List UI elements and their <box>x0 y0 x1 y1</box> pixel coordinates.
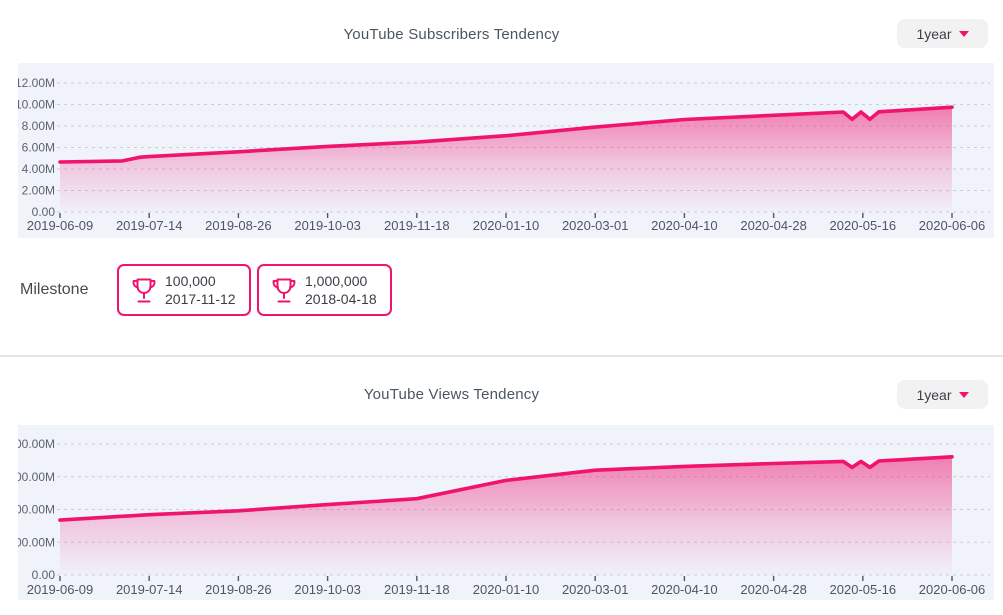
svg-text:0.00: 0.00 <box>32 568 56 582</box>
trophy-icon <box>132 278 156 302</box>
svg-text:200.00M: 200.00M <box>18 535 55 549</box>
section-divider <box>0 355 1003 357</box>
svg-text:2019-06-09: 2019-06-09 <box>27 218 94 233</box>
svg-text:2020-06-06: 2020-06-06 <box>919 582 986 597</box>
milestone-label: Milestone <box>20 281 89 298</box>
svg-text:2019-08-26: 2019-08-26 <box>205 218 272 233</box>
milestone-badge[interactable]: 1,000,000 2018-04-18 <box>257 264 392 316</box>
chevron-down-icon <box>958 31 969 37</box>
svg-text:2020-05-16: 2020-05-16 <box>830 218 897 233</box>
subscribers-range-dropdown[interactable]: 1year <box>897 19 988 48</box>
milestone-value: 100,000 <box>165 273 216 289</box>
svg-text:2019-11-18: 2019-11-18 <box>384 582 450 597</box>
views-chart-title: YouTube Views Tendency <box>363 386 540 403</box>
subscribers-chart-title: YouTube Subscribers Tendency <box>343 26 560 43</box>
svg-text:4.00M: 4.00M <box>22 162 55 176</box>
milestone-value: 1,000,000 <box>305 273 368 289</box>
svg-text:2019-10-03: 2019-10-03 <box>294 218 361 233</box>
svg-text:2020-04-10: 2020-04-10 <box>651 582 718 597</box>
svg-text:6.00M: 6.00M <box>22 141 55 155</box>
svg-text:10.00M: 10.00M <box>18 98 55 112</box>
svg-text:2019-07-14: 2019-07-14 <box>116 218 183 233</box>
chevron-down-icon <box>958 392 969 398</box>
svg-text:400.00M: 400.00M <box>18 503 55 517</box>
svg-text:2.00M: 2.00M <box>22 184 55 198</box>
svg-text:800.00M: 800.00M <box>18 437 55 451</box>
milestone-date: 2018-04-18 <box>305 291 377 307</box>
range-dropdown-label: 1year <box>916 25 952 42</box>
svg-text:2020-01-10: 2020-01-10 <box>473 218 540 233</box>
svg-text:2020-04-28: 2020-04-28 <box>740 582 807 597</box>
subscribers-chart[interactable]: 12.00M10.00M8.00M6.00M4.00M2.00M0.002019… <box>18 63 994 238</box>
svg-text:600.00M: 600.00M <box>18 470 55 484</box>
svg-text:2020-05-16: 2020-05-16 <box>830 582 897 597</box>
milestone-date: 2017-11-12 <box>165 291 236 307</box>
svg-text:2019-08-26: 2019-08-26 <box>205 582 272 597</box>
svg-text:12.00M: 12.00M <box>18 76 55 90</box>
svg-text:0.00: 0.00 <box>32 205 56 219</box>
svg-text:2020-03-01: 2020-03-01 <box>562 218 629 233</box>
svg-text:2019-06-09: 2019-06-09 <box>27 582 94 597</box>
views-chart[interactable]: 800.00M 600.00M 400.00M 200.00M 0.002019-06-… <box>18 425 994 600</box>
svg-text:2020-03-01: 2020-03-01 <box>562 582 629 597</box>
trophy-icon <box>272 278 296 302</box>
svg-text:2019-10-03: 2019-10-03 <box>294 582 361 597</box>
subscribers-chart-panel: 12.00M 10.00M 8.00M 6.00M 4.00M 2.00M 0.00 2019… <box>18 63 994 238</box>
range-dropdown-label: 1year <box>916 386 952 403</box>
svg-text:2020-04-28: 2020-04-28 <box>740 218 807 233</box>
views-chart-panel: 800.00M 600.00M 400.00M 200.00M 0.002019-06-… <box>18 425 994 600</box>
svg-text:2020-01-10: 2020-01-10 <box>473 582 540 597</box>
views-range-dropdown[interactable]: 1year <box>897 380 988 409</box>
svg-text:8.00M: 8.00M <box>22 119 55 133</box>
svg-text:2020-06-06: 2020-06-06 <box>919 218 986 233</box>
milestone-badge[interactable]: 100,000 2017-11-12 <box>117 264 251 316</box>
svg-text:2019-07-14: 2019-07-14 <box>116 582 183 597</box>
svg-text:2019-11-18: 2019-11-18 <box>384 218 450 233</box>
svg-text:2020-04-10: 2020-04-10 <box>651 218 718 233</box>
